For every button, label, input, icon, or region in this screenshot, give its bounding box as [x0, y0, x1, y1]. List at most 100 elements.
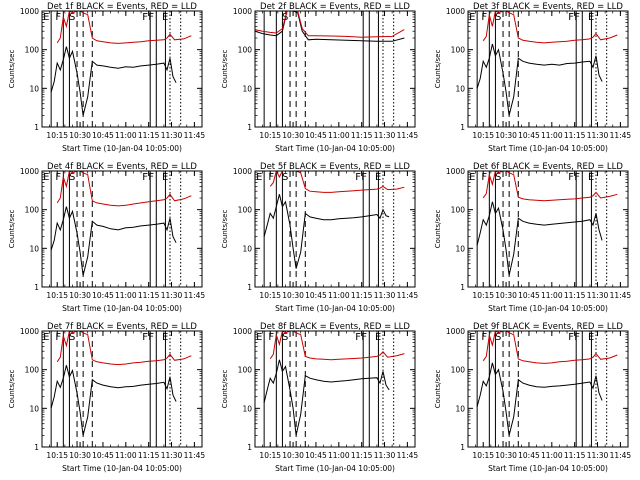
x-tick-label: 11:00	[115, 131, 137, 140]
x-tick-label: 10:30	[69, 291, 91, 300]
x-tick-label: 11:15	[351, 451, 373, 460]
x-tick-label: 11:15	[138, 291, 160, 300]
event-marker-label: E	[43, 12, 49, 23]
x-tick-label: 11:45	[397, 291, 419, 300]
y-tick-label: 1	[460, 123, 465, 132]
x-tick-label: 10:30	[495, 451, 517, 460]
event-marker-label: E	[43, 172, 49, 183]
x-tick-label: 11:30	[587, 131, 609, 140]
y-tick-label: 1	[460, 283, 465, 292]
x-tick-label: 11:30	[587, 451, 609, 460]
series-line-events	[476, 43, 603, 116]
event-marker-label: F	[361, 332, 367, 343]
y-tick-label: 10	[29, 244, 39, 253]
y-tick-label: 1000	[233, 167, 252, 176]
event-marker-label: F	[148, 332, 154, 343]
y-tick-label: 10	[455, 244, 465, 253]
x-tick-label: 11:15	[138, 131, 160, 140]
plot-frame	[254, 10, 416, 128]
series-line-events	[50, 206, 177, 276]
event-marker-label: E	[375, 172, 381, 183]
event-marker-label: F	[361, 172, 367, 183]
x-axis-label: Start Time (10-Jan-04 10:05:00)	[488, 304, 608, 313]
panel-title: Det 4f BLACK = Events, RED = LLD	[47, 162, 197, 172]
panel-title: Det 9f BLACK = Events, RED = LLD	[473, 322, 623, 332]
event-marker-label: S	[69, 172, 75, 183]
event-marker-label: S	[282, 332, 288, 343]
y-axis-label: Counts/sec	[221, 50, 229, 89]
y-axis-label: Counts/sec	[434, 370, 442, 409]
y-tick-label: 10	[455, 84, 465, 93]
y-tick-label: 10	[29, 404, 39, 413]
y-tick-label: 1000	[446, 7, 465, 16]
x-tick-label: 11:15	[564, 451, 586, 460]
event-marker-label: E	[162, 12, 168, 23]
y-axis-label: Counts/sec	[434, 210, 442, 249]
x-tick-label: 10:30	[495, 131, 517, 140]
x-tick-label: 11:00	[328, 131, 350, 140]
detector-panel: Det 2f BLACK = Events, RED = LLD Counts/s…	[221, 2, 418, 153]
y-tick-label: 10	[242, 84, 252, 93]
x-tick-label: 10:45	[518, 291, 540, 300]
x-tick-label: 11:45	[610, 291, 632, 300]
series-line-lld	[255, 11, 405, 38]
y-axis-label: Counts/sec	[434, 50, 442, 89]
y-tick-label: 10	[455, 404, 465, 413]
event-marker-label: F	[355, 172, 361, 183]
event-marker-label: F	[568, 172, 574, 183]
x-axis-label: Start Time (10-Jan-04 10:05:00)	[275, 144, 395, 153]
x-tick-label: 11:15	[351, 291, 373, 300]
y-tick-label: 100	[451, 206, 466, 215]
event-marker-label: E	[469, 172, 475, 183]
x-tick-label: 11:30	[374, 131, 396, 140]
x-tick-label: 10:15	[46, 451, 68, 460]
event-marker-label: F	[268, 172, 274, 183]
event-marker-label: F	[481, 172, 487, 183]
x-tick-label: 11:15	[351, 131, 373, 140]
event-marker-label: F	[574, 172, 580, 183]
y-tick-label: 1000	[20, 327, 39, 336]
x-tick-label: 11:30	[374, 451, 396, 460]
x-tick-label: 10:30	[282, 131, 304, 140]
x-tick-label: 11:45	[610, 451, 632, 460]
event-marker-label: F	[481, 12, 487, 23]
event-marker-label: E	[162, 332, 168, 343]
x-tick-label: 11:45	[184, 451, 206, 460]
event-marker-label: E	[588, 172, 594, 183]
panel-title: Det 7f BLACK = Events, RED = LLD	[47, 322, 197, 332]
x-tick-label: 11:00	[541, 451, 563, 460]
x-tick-label: 10:30	[69, 451, 91, 460]
event-marker-label: F	[142, 332, 148, 343]
panel-title: Det 8f BLACK = Events, RED = LLD	[260, 322, 410, 332]
event-marker-label: F	[55, 172, 61, 183]
event-marker-label: F	[148, 172, 154, 183]
y-tick-label: 100	[451, 46, 466, 55]
event-marker-label: F	[55, 12, 61, 23]
x-tick-label: 11:15	[138, 451, 160, 460]
event-marker-label: S	[495, 12, 501, 23]
event-marker-label: S	[69, 332, 75, 343]
plot-frame	[41, 330, 203, 448]
event-marker-label: F	[574, 12, 580, 23]
x-axis-label: Start Time (10-Jan-04 10:05:00)	[62, 144, 182, 153]
y-axis-label: Counts/sec	[221, 210, 229, 249]
event-marker-label: E	[43, 332, 49, 343]
series-line-lld	[269, 171, 405, 193]
y-tick-label: 1000	[233, 7, 252, 16]
series-line-events	[255, 11, 405, 42]
event-marker-label: F	[574, 332, 580, 343]
y-tick-label: 100	[25, 206, 40, 215]
x-tick-label: 11:15	[564, 291, 586, 300]
plot-frame	[467, 170, 629, 288]
detector-panel: Det 7f BLACK = Events, RED = LLD Counts/s…	[8, 322, 205, 473]
y-tick-label: 1	[34, 443, 39, 452]
y-tick-label: 1000	[20, 167, 39, 176]
x-tick-label: 11:30	[374, 291, 396, 300]
x-axis-label: Start Time (10-Jan-04 10:05:00)	[488, 144, 608, 153]
y-tick-label: 100	[25, 46, 40, 55]
x-tick-label: 10:45	[518, 131, 540, 140]
x-tick-label: 10:45	[305, 131, 327, 140]
event-marker-label: S	[495, 172, 501, 183]
event-marker-label: E	[375, 332, 381, 343]
